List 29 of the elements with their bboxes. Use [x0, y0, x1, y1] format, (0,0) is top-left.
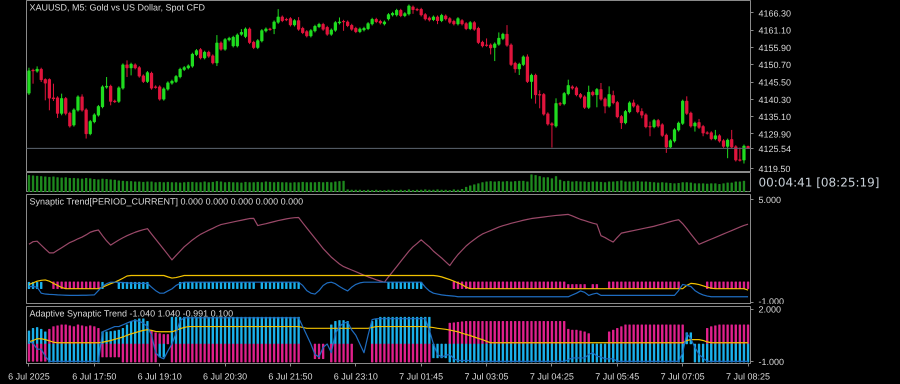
y-tick-label: 4155.90	[758, 42, 792, 53]
x-tick-label: 6 Jul 20:30	[203, 372, 248, 382]
y-tick-label: 4150.70	[758, 60, 792, 70]
x-tick-label: 7 Jul 07:05	[660, 372, 705, 382]
x-tick-label: 6 Jul 17:50	[72, 372, 116, 382]
x-tick-label: 6 Jul 19:10	[138, 372, 182, 382]
ref-line-label: 4125.54	[758, 144, 792, 154]
y-tick-label: 4166.30	[758, 8, 792, 18]
y-tick-label: 4119.50	[758, 164, 790, 174]
x-tick-label: 7 Jul 04:25	[530, 372, 574, 382]
x-tick-label: 7 Jul 01:45	[399, 372, 444, 382]
y-tick-label: 2.000	[758, 304, 782, 315]
y-tick-label: 4161.10	[758, 26, 792, 36]
x-tick-label: 7 Jul 05:45	[595, 372, 640, 382]
x-tick-label: 6 Jul 2025	[8, 372, 50, 382]
chart-title: Synaptic Trend[PERIOD_CURRENT] 0.000 0.000 0.000 0.000 0.000	[30, 196, 304, 206]
text: 00:04:41 [08:25:19]	[758, 176, 880, 190]
x-tick-label: 6 Jul 23:10	[334, 372, 378, 382]
x-tick-label: 6 Jul 21:50	[268, 372, 312, 382]
x-tick-label: 7 Jul 08:25	[726, 372, 770, 382]
chart-title: XAUUSD, M5: Gold vs US Dollar, Spot CFD	[30, 2, 206, 12]
y-tick-label: 4129.90	[758, 129, 792, 140]
y-tick-label: 4135.10	[758, 112, 792, 122]
chart-title: Adaptive Synaptic Trend -1.040 1.040 -0.991 0.100	[30, 308, 234, 318]
y-tick-label: -1.000	[758, 356, 784, 367]
y-tick-label: 4145.50	[758, 78, 792, 88]
x-tick-label: 7 Jul 03:05	[464, 372, 509, 382]
y-tick-label: 4140.30	[758, 94, 792, 105]
y-tick-label: 5.000	[758, 195, 782, 206]
